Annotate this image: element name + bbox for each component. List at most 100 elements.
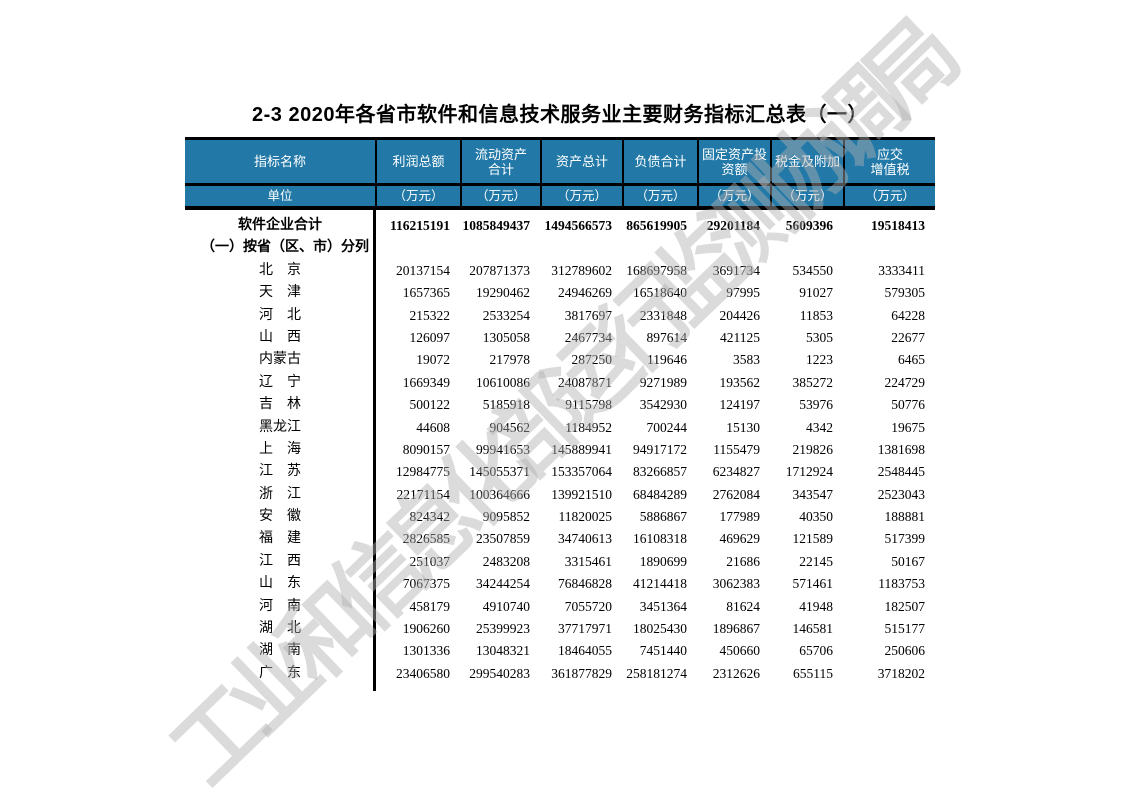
table-row: 北 京 20137154 207871373 312789602 168697958 3… (185, 260, 935, 282)
value-cell: 23507859 (476, 531, 530, 547)
column-header: 流动资产 合计 (460, 140, 540, 183)
value-cell: 91027 (799, 285, 833, 301)
value-cell: 18025430 (633, 621, 687, 637)
value-cell: 421125 (720, 329, 760, 345)
value-cell: 3542930 (639, 397, 687, 413)
row-label: 北 京 (259, 262, 301, 278)
column-header: 利润总额 (375, 140, 460, 183)
value-cell: 11820025 (558, 509, 613, 525)
value-cell: 68484289 (633, 486, 687, 502)
value-cell: 19290462 (476, 285, 530, 301)
value-cell: 8090157 (402, 441, 450, 457)
value-cell: 177989 (719, 509, 761, 525)
value-cell: 517399 (884, 531, 926, 547)
column-header-indicator-name: 指标名称 (253, 154, 306, 169)
unit-row: 单位 （万元） （万元） （万元） （万元） （万元） （万元） （万元） (185, 186, 935, 206)
value-cell: 53976 (799, 397, 833, 413)
value-cell: 19675 (891, 419, 925, 435)
value-cell: 824342 (409, 509, 451, 525)
row-label: 江 西 (259, 553, 301, 569)
row-label: 上 海 (259, 441, 301, 457)
value-cell: 897614 (646, 329, 688, 345)
value-cell: 168697958 (626, 262, 687, 278)
value-cell: 500122 (409, 397, 451, 413)
value-cell: 97995 (726, 285, 760, 301)
row-label: （一）按省（区、市）分列 (201, 240, 369, 256)
value-cell: 3315461 (564, 553, 612, 569)
table-row: 湖 北 1906260 25399923 37717971 18025430 18968… (185, 618, 935, 640)
table-body: 软件企业合计 116215191 1085849437 1494566573 8656… (185, 210, 935, 694)
row-label: 内蒙古 (259, 352, 301, 368)
value-cell: 1494566573 (544, 218, 613, 233)
header-row: 指标名称 利润总额 流动资产 合计 资产总计 负债合计 固定资产投 资额 税金及附加 应交 … (185, 140, 935, 183)
value-cell: 6234827 (712, 464, 760, 480)
row-label: 河 南 (259, 598, 301, 614)
value-cell: 4342 (806, 419, 833, 435)
row-label: 辽 宁 (259, 374, 301, 390)
value-cell: 534550 (792, 262, 834, 278)
row-label: 软件企业合计 (238, 218, 322, 233)
value-cell: 44608 (416, 419, 450, 435)
value-cell: 146581 (792, 621, 834, 637)
value-cell: 343547 (792, 486, 834, 502)
value-cell: 1890699 (639, 553, 687, 569)
value-cell: 12984775 (396, 464, 450, 480)
value-cell: 5886867 (639, 509, 687, 525)
value-cell: 11853 (799, 307, 833, 323)
value-cell: 361877829 (551, 665, 612, 681)
value-cell: 3583 (733, 352, 760, 368)
table-row: （一）按省（区、市）分列 (185, 237, 935, 259)
value-cell: 2548445 (877, 464, 925, 480)
row-label: 湖 北 (259, 621, 301, 637)
value-cell: 217978 (489, 352, 531, 368)
value-cell: 2533254 (482, 307, 530, 323)
value-cell: 450660 (719, 643, 761, 659)
value-cell: 13048321 (476, 643, 530, 659)
value-cell: 5305 (806, 329, 833, 345)
value-cell: 7055720 (564, 598, 612, 614)
value-cell: 204426 (719, 307, 761, 323)
table-row: 河 北 215322 2533254 3817697 2331848 204426 118… (185, 305, 935, 327)
value-cell: 385272 (792, 374, 834, 390)
value-cell: 145889941 (551, 441, 612, 457)
value-cell: 81624 (726, 598, 760, 614)
column-header: 资产总计 (540, 140, 622, 183)
value-cell: 2483208 (482, 553, 530, 569)
value-cell: 22145 (799, 553, 833, 569)
value-cell: 655115 (793, 665, 833, 681)
row-label: 安 徽 (259, 509, 301, 525)
value-cell: 2826585 (402, 531, 450, 547)
value-cell: 2762084 (712, 486, 760, 502)
value-cell: 458179 (409, 598, 451, 614)
value-cell: 34740613 (558, 531, 612, 547)
value-cell: 22677 (891, 329, 925, 345)
value-cell: 116215191 (389, 218, 450, 233)
value-cell: 299540283 (469, 665, 530, 681)
value-cell: 40350 (799, 509, 833, 525)
value-cell: 9115798 (565, 397, 612, 413)
column-unit: （万元） (460, 186, 540, 206)
value-cell: 124197 (719, 397, 761, 413)
value-cell: 193562 (719, 374, 761, 390)
value-cell: 7067375 (402, 576, 450, 592)
value-cell: 99941653 (476, 441, 530, 457)
value-cell: 10610086 (476, 374, 530, 390)
value-cell: 126097 (409, 329, 451, 345)
value-cell (770, 237, 843, 259)
value-cell: 83266857 (633, 464, 687, 480)
table-header: 指标名称 利润总额 流动资产 合计 资产总计 负债合计 固定资产投 资额 税金及附加 应交 … (185, 140, 935, 210)
value-cell: 188881 (884, 509, 926, 525)
value-cell: 700244 (646, 419, 688, 435)
value-cell: 23406580 (396, 665, 450, 681)
value-cell: 29201184 (706, 218, 760, 233)
value-cell: 287250 (571, 352, 613, 368)
value-cell: 215322 (409, 307, 451, 323)
row-label: 福 建 (259, 531, 301, 547)
value-cell: 5185918 (482, 397, 530, 413)
value-cell: 219826 (792, 441, 834, 457)
value-cell: 2467734 (564, 329, 612, 345)
value-cell: 41214418 (633, 576, 687, 592)
value-cell: 34244254 (476, 576, 530, 592)
value-cell: 19072 (416, 352, 450, 368)
value-cell: 50776 (891, 397, 925, 413)
